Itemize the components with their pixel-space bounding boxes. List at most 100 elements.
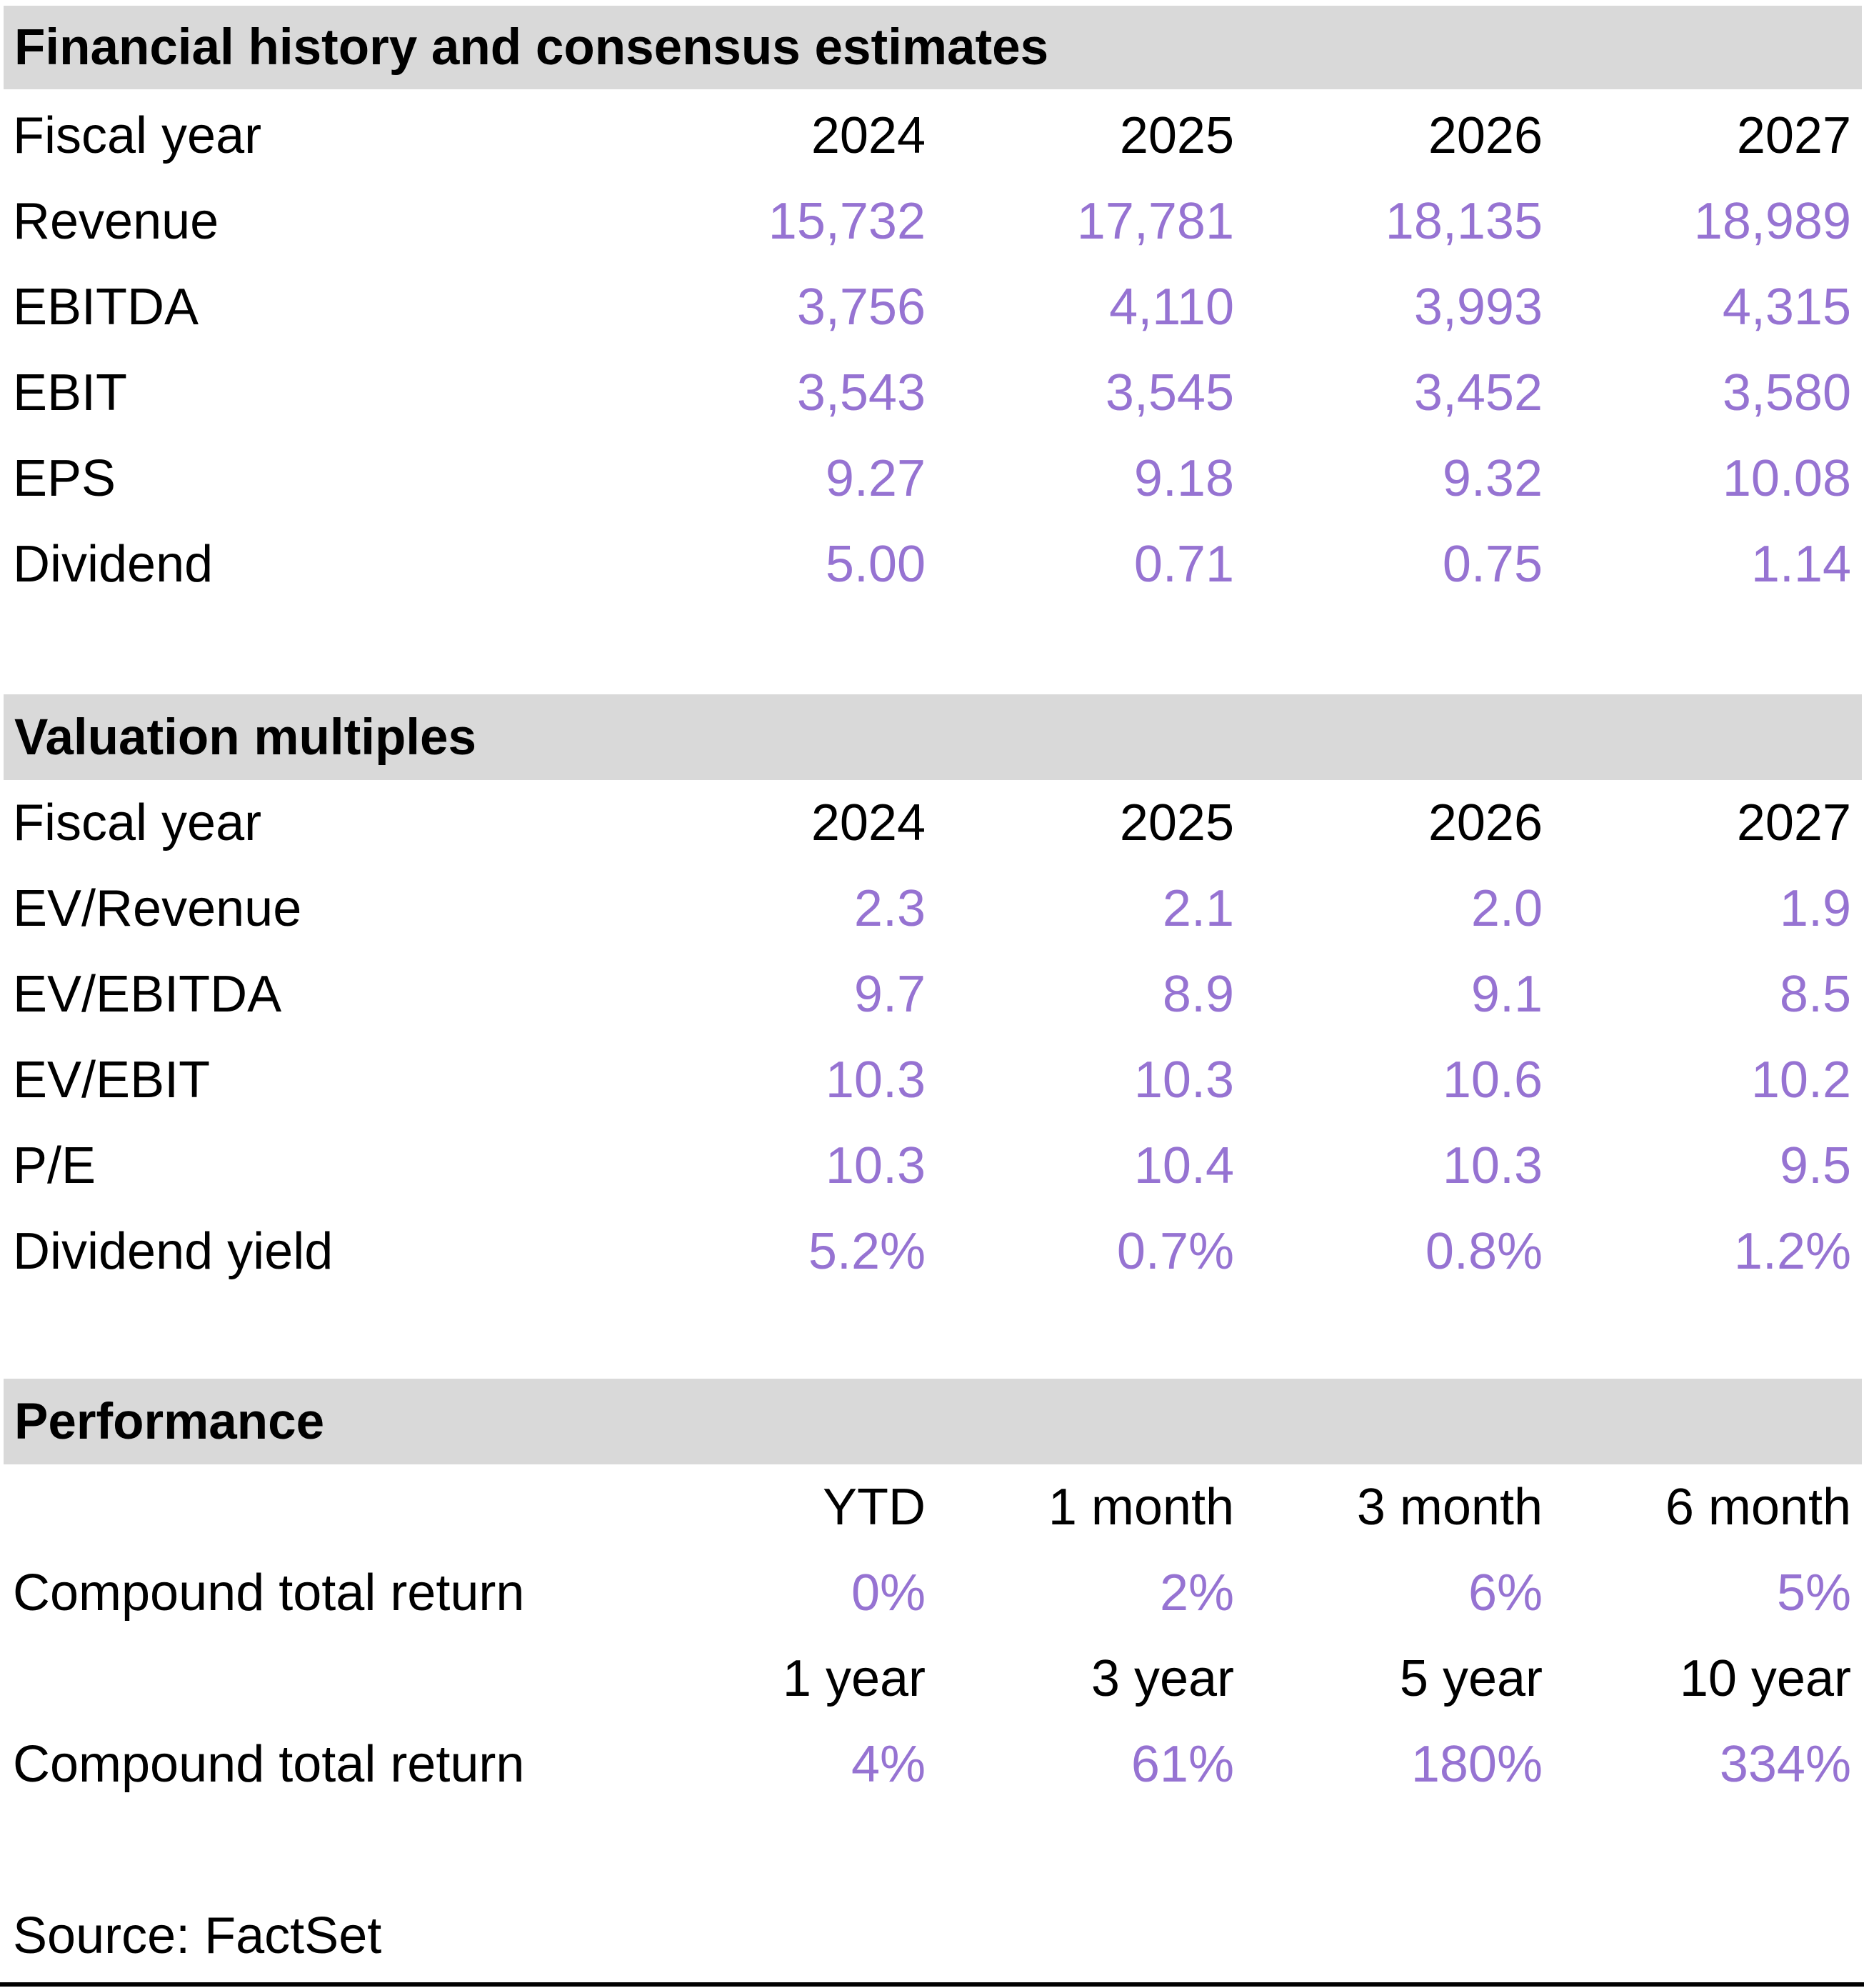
row-label-eps: EPS [13,450,116,507]
table-row-ebit: EBIT 3,543 3,545 3,452 3,580 [0,350,1864,436]
period-header-6-month: 6 month [1665,1479,1851,1536]
ev-ebit-2024: 10.3 [825,1052,926,1109]
row-label-fiscal-year: Fiscal year [13,107,262,164]
ev-revenue-2025: 2.1 [1162,880,1234,937]
ev-ebit-2026: 10.6 [1442,1052,1543,1109]
row-label-ev-ebit: EV/EBIT [13,1052,211,1109]
period-header-ytd: YTD [823,1479,926,1536]
row-label-pe: P/E [13,1137,96,1194]
source-note: Source: FactSet [13,1907,382,1964]
fiscal-year-header-row: Fiscal year 2024 2025 2026 2027 [0,780,1864,866]
row-label-ebit: EBIT [13,364,128,421]
dividend-yield-2026: 0.8% [1425,1223,1543,1280]
table-row-compound-total-return-short: Compound total return 0% 2% 6% 5% [0,1550,1864,1636]
financial-summary-page: Financial history and consensus estimate… [0,6,1864,1987]
revenue-2025: 17,781 [1076,193,1234,250]
year-header-2026: 2026 [1428,794,1543,851]
row-label-compound-total-return: Compound total return [13,1564,525,1622]
period-header-3-month: 3 month [1356,1479,1543,1536]
table-row-eps: EPS 9.27 9.18 9.32 10.08 [0,436,1864,521]
dividend-yield-2025: 0.7% [1116,1223,1234,1280]
eps-2024: 9.27 [825,450,926,507]
eps-2026: 9.32 [1442,450,1543,507]
return-3-year: 61% [1131,1736,1234,1793]
table-row-pe: P/E 10.3 10.4 10.3 9.5 [0,1123,1864,1209]
pe-2027: 9.5 [1779,1137,1851,1194]
ev-ebitda-2026: 9.1 [1470,966,1543,1023]
dividend-2025: 0.71 [1133,536,1234,593]
pe-2025: 10.4 [1133,1137,1234,1194]
year-header-2027: 2027 [1736,794,1851,851]
ev-revenue-2024: 2.3 [853,880,926,937]
period-header-10-year: 10 year [1679,1650,1851,1707]
table-row-revenue: Revenue 15,732 17,781 18,135 18,989 [0,179,1864,264]
return-3-month: 6% [1468,1564,1543,1622]
period-header-1-month: 1 month [1048,1479,1234,1536]
section-header-financial-history: Financial history and consensus estimate… [4,6,1862,89]
performance-period-header-row-short: YTD 1 month 3 month 6 month [0,1464,1864,1550]
return-10-year: 334% [1719,1736,1851,1793]
revenue-2026: 18,135 [1385,193,1543,250]
pe-2026: 10.3 [1442,1137,1543,1194]
table-row-compound-total-return-long: Compound total return 4% 61% 180% 334% [0,1722,1864,1807]
return-ytd: 0% [851,1564,926,1622]
ev-ebitda-2027: 8.5 [1779,966,1851,1023]
section-title-valuation-multiples: Valuation multiples [14,709,477,766]
dividend-yield-2027: 1.2% [1733,1223,1851,1280]
ebitda-2026: 3,993 [1413,279,1543,336]
eps-2025: 9.18 [1133,450,1234,507]
year-header-2024: 2024 [811,794,926,851]
ev-ebit-2027: 10.2 [1750,1052,1851,1109]
year-header-2025: 2025 [1119,794,1234,851]
bottom-border-line [0,1982,1864,1987]
row-label-compound-total-return: Compound total return [13,1736,525,1793]
row-label-ebitda: EBITDA [13,279,199,336]
ebit-2026: 3,452 [1413,364,1543,421]
table-row-ev-ebit: EV/EBIT 10.3 10.3 10.6 10.2 [0,1037,1864,1123]
revenue-2027: 18,989 [1693,193,1851,250]
ebit-2024: 3,543 [796,364,926,421]
ev-revenue-2026: 2.0 [1470,880,1543,937]
eps-2027: 10.08 [1722,450,1851,507]
dividend-2027: 1.14 [1750,536,1851,593]
ebitda-2025: 4,110 [1109,279,1234,336]
pe-2024: 10.3 [825,1137,926,1194]
section-header-performance: Performance [4,1379,1862,1464]
return-1-year: 4% [851,1736,926,1793]
section-title-performance: Performance [14,1393,325,1450]
section-title-financial-history: Financial history and consensus estimate… [14,19,1049,76]
ebitda-2024: 3,756 [796,279,926,336]
table-row-ev-ebitda: EV/EBITDA 9.7 8.9 9.1 8.5 [0,951,1864,1037]
ev-revenue-2027: 1.9 [1779,880,1851,937]
period-header-5-year: 5 year [1399,1650,1543,1707]
ev-ebitda-2024: 9.7 [853,966,926,1023]
ebitda-2027: 4,315 [1722,279,1851,336]
dividend-2026: 0.75 [1442,536,1543,593]
year-header-2026: 2026 [1428,107,1543,164]
row-label-fiscal-year: Fiscal year [13,794,262,851]
performance-period-header-row-long: 1 year 3 year 5 year 10 year [0,1636,1864,1722]
row-label-ev-revenue: EV/Revenue [13,880,302,937]
row-label-ev-ebitda: EV/EBITDA [13,966,282,1023]
revenue-2024: 15,732 [768,193,926,250]
return-5-year: 180% [1410,1736,1543,1793]
dividend-2024: 5.00 [825,536,926,593]
ev-ebitda-2025: 8.9 [1162,966,1234,1023]
table-row-dividend-yield: Dividend yield 5.2% 0.7% 0.8% 1.2% [0,1209,1864,1294]
table-row-ev-revenue: EV/Revenue 2.3 2.1 2.0 1.9 [0,866,1864,951]
return-1-month: 2% [1159,1564,1234,1622]
row-label-dividend: Dividend [13,536,214,593]
dividend-yield-2024: 5.2% [808,1223,926,1280]
table-row-ebitda: EBITDA 3,756 4,110 3,993 4,315 [0,264,1864,350]
source-row: Source: FactSet [0,1893,1864,1979]
year-header-2025: 2025 [1119,107,1234,164]
year-header-2027: 2027 [1736,107,1851,164]
ebit-2025: 3,545 [1105,364,1234,421]
ebit-2027: 3,580 [1722,364,1851,421]
ev-ebit-2025: 10.3 [1133,1052,1234,1109]
row-label-dividend-yield: Dividend yield [13,1223,334,1280]
period-header-3-year: 3 year [1091,1650,1234,1707]
table-row-dividend: Dividend 5.00 0.71 0.75 1.14 [0,521,1864,607]
section-header-valuation-multiples: Valuation multiples [4,694,1862,780]
row-label-revenue: Revenue [13,193,219,250]
